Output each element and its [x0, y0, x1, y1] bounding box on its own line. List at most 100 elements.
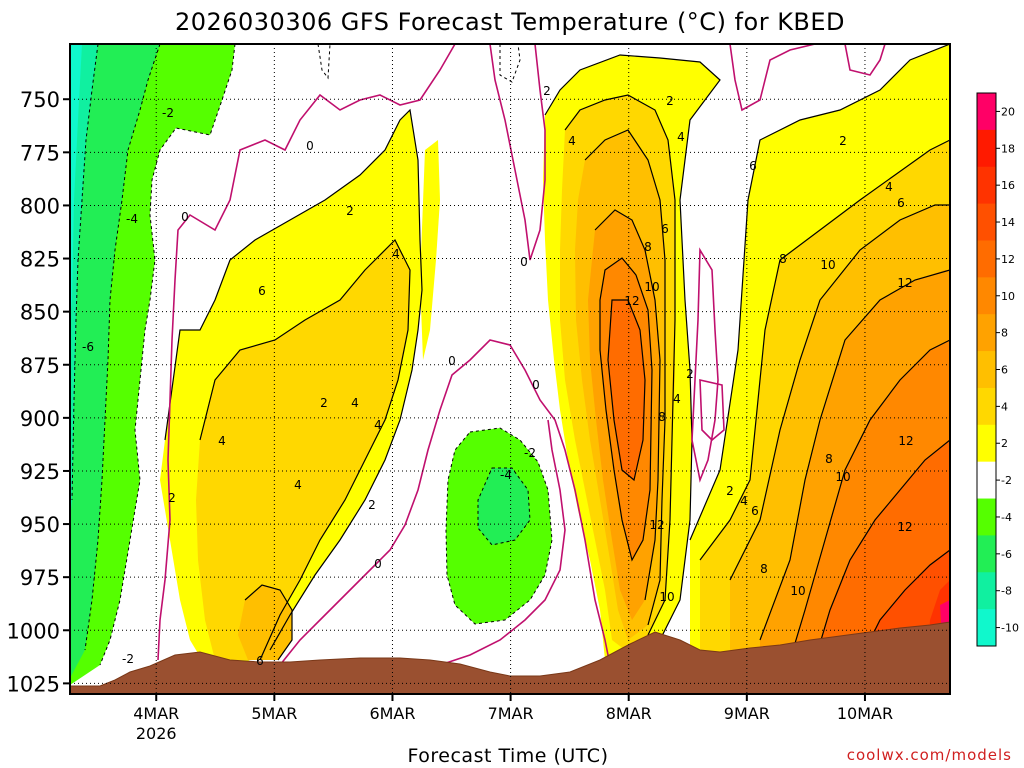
contour-label-text: -4: [500, 468, 512, 482]
contour-label-text: 10: [835, 470, 850, 484]
y-tick-label: 750: [20, 88, 60, 112]
colorbar-swatch: [977, 387, 996, 426]
x-tick-label: 8MAR: [606, 704, 652, 723]
contour-label-text: 0: [520, 255, 528, 269]
x-axis-label: Forecast Time (UTC): [408, 745, 609, 767]
terrain: [70, 621, 950, 694]
contour-label-text: 4: [885, 180, 893, 194]
x-tick-label: 4MAR: [133, 704, 179, 723]
contour-label: 4: [677, 130, 685, 144]
band-below-minus-6: [70, 44, 98, 520]
colorbar-label: -10: [1001, 622, 1019, 635]
contour-label: 2: [666, 94, 674, 108]
isotherm-zero-3: [439, 419, 566, 666]
contour-label: 10: [820, 258, 835, 272]
colorbar-swatch: [977, 535, 996, 573]
contour-label-text: 6: [751, 504, 759, 518]
colorbar-label: 6: [1001, 364, 1008, 377]
contour-label: 2: [686, 367, 694, 381]
isotherm-zero-1: [157, 44, 456, 661]
colorbar-label: 16: [1001, 179, 1015, 192]
x-tick-sublabel: 2026: [136, 724, 177, 743]
y-axis: 750 775 800 825 850 875 900 925 950 975 1000 1025: [7, 88, 70, 696]
contour-label: 8: [779, 252, 787, 266]
x-tick-label: 5MAR: [251, 704, 297, 723]
contour-label: 4: [351, 396, 359, 410]
contour-label-text: 2: [726, 484, 734, 498]
warm-sliver: [420, 140, 440, 360]
contour-label: 4: [673, 392, 681, 406]
colorbar-label: -6: [1001, 548, 1012, 561]
contour-label: 0: [181, 210, 189, 224]
contour-label-text: 2: [839, 134, 847, 148]
y-tick-label: 1025: [7, 672, 60, 696]
contour-label: 2: [839, 134, 847, 148]
colorbar-label: 2: [1001, 437, 1008, 450]
contour-12-region-3: [814, 439, 950, 661]
contour-label-text: 8: [825, 452, 833, 466]
zero-isotherms: [157, 44, 886, 666]
contour-label-text: 6: [897, 196, 905, 210]
contour-label-text: 8: [658, 410, 666, 424]
contour-label-text: 0: [306, 139, 314, 153]
contour-label-text: 6: [661, 222, 669, 236]
contour-label-text: 12: [624, 294, 639, 308]
contour-minus-2-top: [317, 44, 331, 80]
contour-label-text: 2: [168, 491, 176, 505]
contour-4-region-3: [699, 139, 950, 561]
x-tick-label: 7MAR: [488, 704, 534, 723]
positive-contours: [164, 44, 950, 661]
contour-label: 0: [532, 378, 540, 392]
contour-label: -6: [82, 340, 94, 354]
isotherm-zero-6: [699, 378, 725, 442]
isotherm-zero-5: [691, 247, 719, 483]
contour-label-text: 8: [644, 240, 652, 254]
contour-2-region-3: [689, 44, 950, 541]
contour-label: 2: [320, 396, 328, 410]
colorbar-swatch: [977, 240, 996, 278]
isotherm-zero-2: [279, 339, 611, 666]
contour-8-region-2: [594, 209, 661, 601]
credit-link[interactable]: coolwx.com/models: [847, 746, 1012, 764]
contour-8-region-3: [759, 269, 950, 641]
contour-label: -2: [524, 446, 536, 460]
contour-label: 0: [306, 139, 314, 153]
contour-label: 10: [659, 590, 674, 604]
contour-label-text: 12: [898, 434, 913, 448]
colorbar-swatch: [977, 351, 996, 389]
warm-region-1-band-6: [238, 585, 292, 660]
contour-label: -2: [122, 652, 134, 666]
contour-label: 10: [835, 470, 850, 484]
contour-label-text: -4: [126, 212, 138, 226]
contour-label: 6: [897, 196, 905, 210]
contour-label: 12: [624, 294, 639, 308]
contour-label-text: 2: [346, 204, 354, 218]
contour-label-text: 0: [532, 378, 540, 392]
contour-label: 8: [825, 452, 833, 466]
contour-label: 4: [374, 418, 382, 432]
colorbar-label: 14: [1001, 216, 1015, 229]
contour-label-text: 10: [659, 590, 674, 604]
colorbar-swatch: [977, 93, 996, 131]
x-tick-label: 6MAR: [369, 704, 415, 723]
colorbar-swatch: [977, 461, 996, 500]
contour-label: 4: [294, 478, 302, 492]
contour-label-text: 6: [749, 159, 757, 173]
band-below-minus-4: [70, 44, 160, 678]
contour-minus-2-left: [99, 44, 236, 666]
contour-label-text: 4: [351, 396, 359, 410]
contour-label: 2: [346, 204, 354, 218]
colorbar-swatch: [977, 424, 996, 463]
contour-label: 6: [749, 159, 757, 173]
contour-label: -4: [500, 468, 512, 482]
x-tick-label: 10MAR: [837, 704, 893, 723]
contour-label-text: 8: [760, 562, 768, 576]
y-tick-label: 850: [20, 301, 60, 325]
contour-label: 6: [256, 654, 264, 668]
contour-label-text: 12: [649, 518, 664, 532]
contour-minus-2-top-right: [499, 44, 521, 83]
contour-label-text: 2: [320, 396, 328, 410]
contour-label-text: 0: [181, 210, 189, 224]
